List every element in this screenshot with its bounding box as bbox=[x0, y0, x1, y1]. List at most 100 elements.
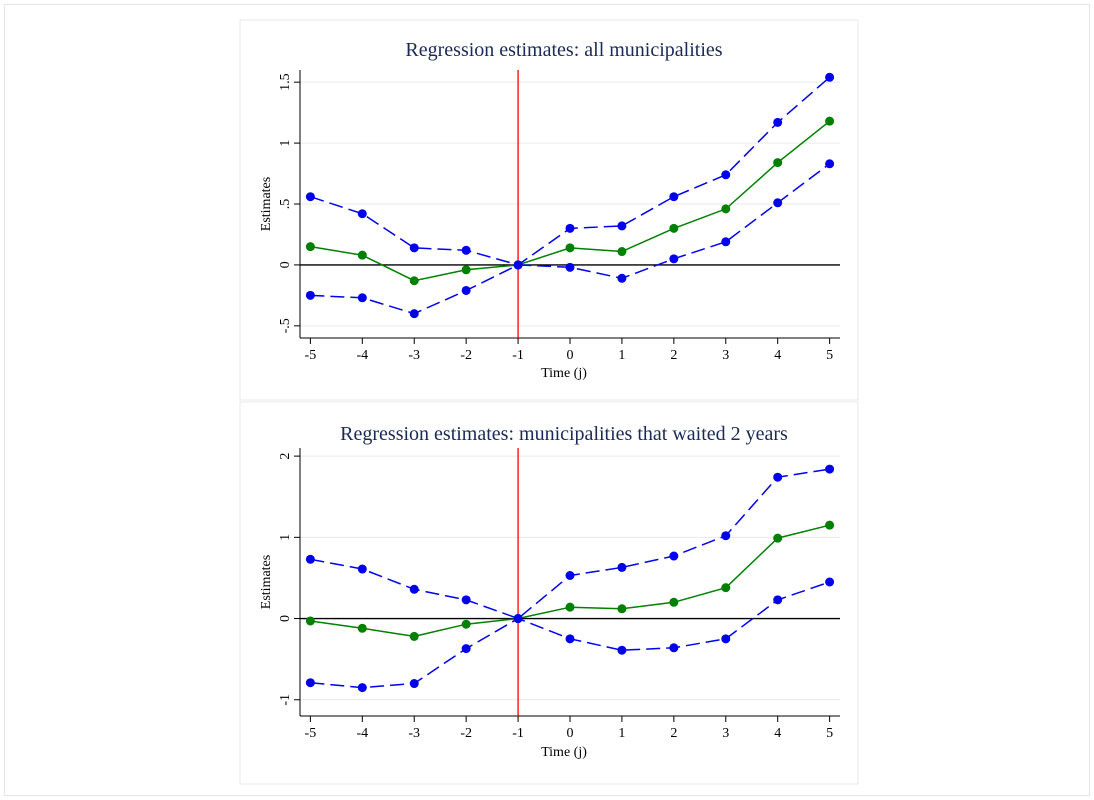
data-point bbox=[305, 242, 315, 252]
data-point bbox=[565, 571, 575, 581]
data-point bbox=[409, 584, 419, 594]
data-point bbox=[617, 221, 627, 231]
page-frame bbox=[4, 4, 1090, 796]
data-point bbox=[773, 117, 783, 127]
x-tick-label: -3 bbox=[408, 348, 420, 363]
x-tick-label: 1 bbox=[618, 726, 625, 741]
y-axis-label: Estimates bbox=[259, 555, 274, 609]
chart-panel-bottom: Regression estimates: municipalities tha… bbox=[239, 401, 859, 785]
data-point bbox=[773, 198, 783, 208]
data-point bbox=[721, 634, 731, 644]
data-point bbox=[461, 619, 471, 629]
x-tick-label: -2 bbox=[460, 348, 472, 363]
data-point bbox=[409, 276, 419, 286]
data-point bbox=[513, 614, 523, 624]
data-point bbox=[513, 260, 523, 270]
x-tick-label: -5 bbox=[305, 726, 317, 741]
x-axis-label: Time (j) bbox=[541, 366, 587, 381]
data-point bbox=[461, 265, 471, 275]
x-tick-label: 5 bbox=[826, 726, 833, 741]
data-point bbox=[773, 595, 783, 605]
x-tick-label: 3 bbox=[722, 726, 729, 741]
data-point bbox=[617, 645, 627, 655]
chart-title: Regression estimates: municipalities tha… bbox=[340, 423, 788, 445]
data-point bbox=[461, 595, 471, 605]
data-point bbox=[669, 223, 679, 233]
x-tick-label: -3 bbox=[408, 726, 420, 741]
x-tick-label: -2 bbox=[460, 726, 472, 741]
data-point bbox=[825, 159, 835, 169]
data-point bbox=[305, 290, 315, 300]
x-tick-label: 4 bbox=[774, 726, 781, 741]
data-point bbox=[357, 564, 367, 574]
data-point bbox=[617, 604, 627, 614]
upper-ci-series bbox=[305, 72, 835, 270]
x-tick-label: 0 bbox=[567, 726, 574, 741]
x-tick-label: -4 bbox=[356, 348, 368, 363]
data-point bbox=[565, 634, 575, 644]
chart-panel-top: Regression estimates: all municipalities… bbox=[239, 19, 859, 401]
x-tick-label: -4 bbox=[356, 726, 368, 741]
data-point bbox=[825, 577, 835, 587]
x-tick-label: 2 bbox=[670, 726, 677, 741]
lower-ci-series bbox=[305, 577, 835, 693]
data-point bbox=[825, 520, 835, 530]
data-point bbox=[669, 597, 679, 607]
data-point bbox=[357, 209, 367, 219]
panel-background bbox=[239, 401, 859, 785]
x-tick-label: 1 bbox=[618, 348, 625, 363]
data-point bbox=[357, 623, 367, 633]
data-point bbox=[461, 245, 471, 255]
x-tick-label: 4 bbox=[774, 348, 781, 363]
data-point bbox=[721, 531, 731, 541]
data-point bbox=[565, 262, 575, 272]
x-tick-label: -5 bbox=[305, 348, 317, 363]
data-point bbox=[357, 293, 367, 303]
data-point bbox=[721, 583, 731, 593]
data-point bbox=[773, 533, 783, 543]
data-point bbox=[669, 192, 679, 202]
data-point bbox=[825, 464, 835, 474]
data-point bbox=[617, 273, 627, 283]
x-tick-label: -1 bbox=[512, 348, 524, 363]
data-point bbox=[669, 643, 679, 653]
upper-ci-series bbox=[305, 464, 835, 624]
data-point bbox=[617, 247, 627, 257]
data-point bbox=[565, 223, 575, 233]
data-point bbox=[721, 237, 731, 247]
data-point bbox=[409, 243, 419, 253]
data-point bbox=[669, 254, 679, 264]
y-tick-label: 0 bbox=[278, 261, 293, 268]
data-point bbox=[305, 678, 315, 688]
y-tick-label: 0 bbox=[278, 615, 293, 622]
data-point bbox=[565, 243, 575, 253]
data-point bbox=[721, 204, 731, 214]
data-point bbox=[773, 472, 783, 482]
data-point bbox=[617, 562, 627, 572]
panel-background bbox=[239, 19, 859, 401]
data-point bbox=[357, 683, 367, 693]
x-tick-label: 0 bbox=[567, 348, 574, 363]
data-point bbox=[461, 285, 471, 295]
x-tick-label: 3 bbox=[722, 348, 729, 363]
y-tick-label: 1.5 bbox=[278, 73, 293, 91]
data-point bbox=[825, 72, 835, 82]
estimate-series bbox=[305, 116, 835, 286]
data-point bbox=[409, 309, 419, 319]
y-tick-label: -1 bbox=[278, 694, 293, 706]
data-point bbox=[409, 631, 419, 641]
data-point bbox=[305, 616, 315, 626]
x-axis-label: Time (j) bbox=[541, 745, 587, 760]
data-point bbox=[305, 554, 315, 564]
chart-title: Regression estimates: all municipalities bbox=[405, 39, 722, 61]
y-tick-label: 1 bbox=[278, 140, 293, 147]
y-tick-label: -.5 bbox=[278, 318, 293, 333]
y-tick-label: .5 bbox=[278, 199, 293, 210]
data-point bbox=[669, 551, 679, 561]
data-point bbox=[825, 116, 835, 126]
x-tick-label: 2 bbox=[670, 348, 677, 363]
y-axis-label: Estimates bbox=[259, 177, 274, 231]
data-point bbox=[565, 602, 575, 612]
data-point bbox=[357, 250, 367, 260]
